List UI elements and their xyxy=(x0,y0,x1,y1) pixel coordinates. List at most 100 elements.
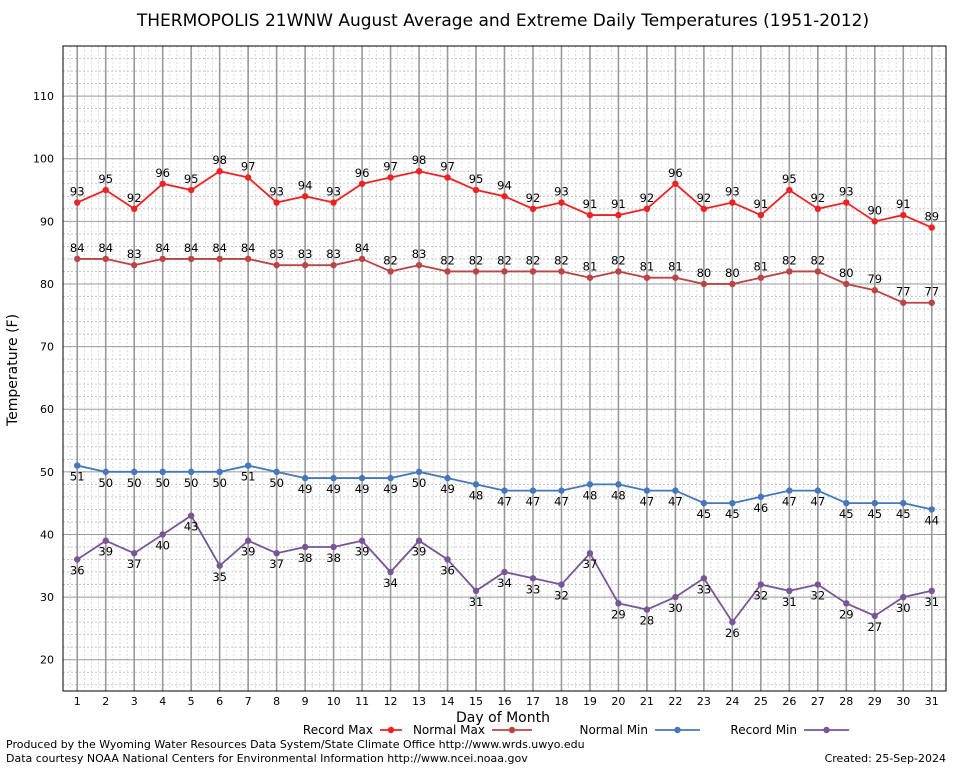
normal-min-data-label: 47 xyxy=(668,495,683,509)
normal-min-data-label: 50 xyxy=(184,476,199,490)
normal-max-data-label: 77 xyxy=(924,285,939,299)
normal-max-point xyxy=(358,255,366,263)
normal-min-data-label: 50 xyxy=(127,476,142,490)
normal-max-data-label: 83 xyxy=(269,247,284,261)
record-min-point xyxy=(786,587,793,595)
normal-max-data-label: 82 xyxy=(497,253,512,267)
record-min-point xyxy=(387,568,394,576)
y-tick-label: 70 xyxy=(40,341,54,354)
x-tick-label: 15 xyxy=(469,695,483,708)
x-tick-label: 23 xyxy=(697,695,711,708)
normal-max-data-label: 84 xyxy=(98,241,113,255)
normal-min-data-label: 48 xyxy=(469,488,484,502)
normal-max-data-label: 81 xyxy=(668,260,683,274)
normal-min-data-label: 49 xyxy=(326,482,341,496)
x-tick-label: 28 xyxy=(839,695,853,708)
normal-min-point xyxy=(358,474,366,482)
legend-marker-normal-max xyxy=(508,726,516,734)
record-min-data-label: 34 xyxy=(383,576,398,590)
record-min-data-label: 32 xyxy=(554,589,569,603)
legend-label-record-min: Record Min xyxy=(730,723,797,737)
record-max-data-label: 95 xyxy=(184,172,199,186)
record-min-data-label: 31 xyxy=(924,595,939,609)
record-max-point xyxy=(187,186,195,194)
normal-max-point xyxy=(131,261,138,269)
normal-max-point xyxy=(415,261,423,269)
normal-max-data-label: 81 xyxy=(640,260,655,274)
record-min-point xyxy=(472,587,480,595)
x-axis-label: Day of Month xyxy=(456,710,550,726)
legend-label-normal-min: Normal Min xyxy=(579,723,648,737)
record-min-data-label: 39 xyxy=(412,545,427,559)
y-tick-label: 80 xyxy=(40,278,54,291)
normal-min-data-label: 51 xyxy=(241,470,256,484)
record-min-point xyxy=(159,531,166,538)
normal-min-point xyxy=(187,468,195,476)
normal-min-data-label: 45 xyxy=(867,507,882,521)
normal-min-point xyxy=(216,468,223,476)
record-max-point xyxy=(843,199,850,206)
record-min-point xyxy=(672,593,679,601)
record-min-data-label: 30 xyxy=(896,601,911,615)
record-max-point xyxy=(330,199,337,206)
normal-min-data-label: 49 xyxy=(355,482,370,496)
record-max-data-label: 89 xyxy=(924,210,939,224)
record-max-point xyxy=(216,168,223,175)
normal-min-data-label: 49 xyxy=(440,482,455,496)
record-max-data-label: 91 xyxy=(754,197,769,211)
x-tick-label: 14 xyxy=(441,695,455,708)
record-max-point xyxy=(444,174,451,181)
record-max-point xyxy=(415,168,423,175)
record-min-data-label: 36 xyxy=(440,563,455,577)
normal-max-point xyxy=(159,255,166,263)
normal-max-data-label: 77 xyxy=(896,285,911,299)
record-min-data-label: 37 xyxy=(269,557,284,571)
normal-min-data-label: 45 xyxy=(839,507,854,521)
record-min-data-label: 37 xyxy=(583,557,598,571)
normal-min-point xyxy=(74,462,81,469)
normal-min-point xyxy=(672,487,679,494)
normal-max-data-label: 81 xyxy=(754,260,769,274)
normal-max-point xyxy=(700,280,708,288)
normal-min-point xyxy=(131,468,138,476)
record-min-data-label: 27 xyxy=(867,620,882,634)
record-min-point xyxy=(814,581,822,588)
normal-min-point xyxy=(330,474,337,482)
normal-max-point xyxy=(900,299,907,306)
normal-max-data-label: 82 xyxy=(554,253,569,267)
normal-min-data-label: 47 xyxy=(640,495,655,509)
normal-min-data-label: 45 xyxy=(896,507,911,521)
plot-frame xyxy=(62,45,947,692)
record-min-data-label: 32 xyxy=(754,589,769,603)
record-max-point xyxy=(472,186,480,194)
x-tick-label: 20 xyxy=(611,695,625,708)
y-tick-label: 50 xyxy=(40,466,54,479)
normal-max-point xyxy=(472,268,480,275)
normal-min-data-label: 47 xyxy=(526,495,541,509)
x-tick-label: 1 xyxy=(74,695,81,708)
record-min-point xyxy=(900,593,907,601)
record-min-data-label: 35 xyxy=(212,570,227,584)
record-min-point xyxy=(358,537,366,544)
legend-marker-record-min xyxy=(823,726,830,734)
x-tick-label: 25 xyxy=(754,695,768,708)
normal-min-point xyxy=(558,487,565,494)
normal-max-data-label: 82 xyxy=(611,253,626,267)
x-tick-label: 6 xyxy=(216,695,223,708)
record-min-point xyxy=(928,587,935,595)
normal-min-data-label: 50 xyxy=(212,476,227,490)
normal-max-data-label: 84 xyxy=(155,241,170,255)
normal-max-data-label: 81 xyxy=(583,260,598,274)
normal-max-data-label: 84 xyxy=(212,241,227,255)
normal-max-data-label: 79 xyxy=(867,272,882,286)
normal-min-point xyxy=(729,499,736,507)
record-min-point xyxy=(187,512,195,519)
normal-max-point xyxy=(529,268,537,275)
normal-max-data-label: 80 xyxy=(697,266,712,280)
x-tick-label: 17 xyxy=(526,695,540,708)
normal-max-data-label: 84 xyxy=(184,241,199,255)
record-min-data-label: 33 xyxy=(526,582,541,596)
record-min-data-label: 29 xyxy=(839,607,854,621)
normal-min-point xyxy=(472,481,480,488)
